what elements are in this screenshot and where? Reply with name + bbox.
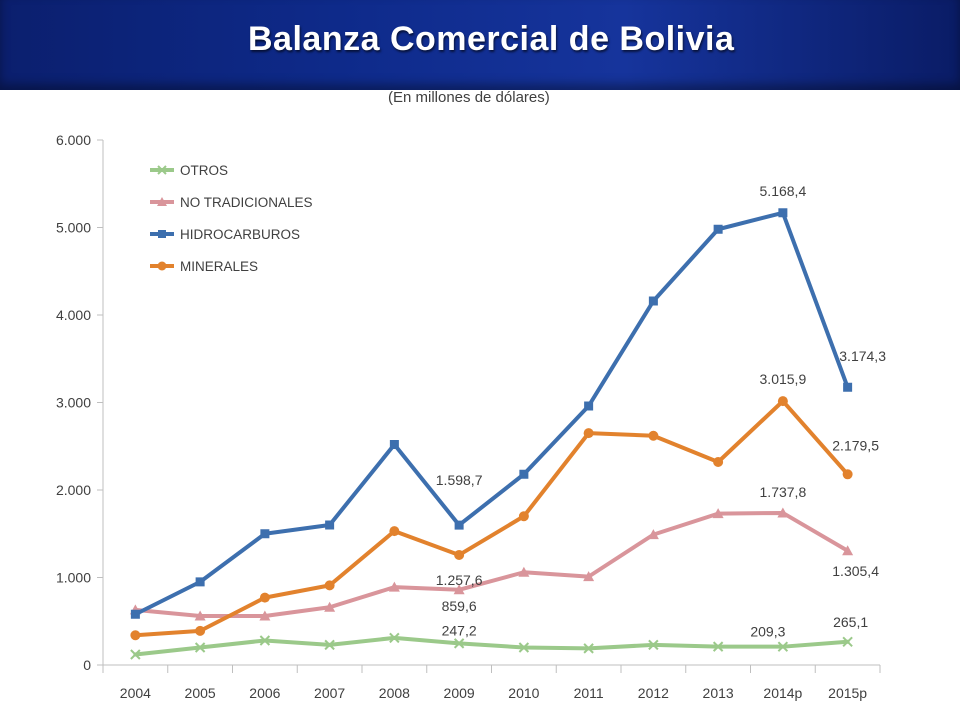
data-point xyxy=(777,641,789,652)
x-tick-label: 2004 xyxy=(120,685,151,701)
y-tick-label: 3.000 xyxy=(56,395,91,411)
x-tick-label: 2009 xyxy=(444,685,475,701)
x-tick-label: 2006 xyxy=(249,685,280,701)
data-point xyxy=(388,581,400,592)
series-line-no-tradicionales xyxy=(133,510,850,618)
legend-label: MINERALES xyxy=(180,259,258,274)
data-point xyxy=(454,520,464,530)
data-point xyxy=(583,643,594,654)
data-label: 3.174,3 xyxy=(839,348,886,364)
data-point xyxy=(195,625,206,636)
data-label: 2.179,5 xyxy=(832,437,879,453)
data-point xyxy=(324,580,335,591)
data-point xyxy=(453,638,465,649)
data-point xyxy=(583,428,594,439)
data-point xyxy=(325,520,335,530)
data-label: 3.015,9 xyxy=(760,371,807,387)
legend-marker xyxy=(157,197,167,206)
data-point xyxy=(778,208,788,218)
data-label: 859,6 xyxy=(442,598,477,614)
legend-label: OTROS xyxy=(180,163,228,178)
x-tick-label: 2005 xyxy=(185,685,216,701)
data-label: 1.305,4 xyxy=(832,563,879,579)
legend-marker xyxy=(158,230,166,238)
data-point xyxy=(713,457,724,467)
data-point xyxy=(648,639,659,651)
data-point xyxy=(518,511,529,522)
x-tick-label: 2010 xyxy=(508,685,539,701)
data-point xyxy=(842,469,853,480)
data-point xyxy=(259,635,271,646)
y-tick-label: 6.000 xyxy=(56,132,91,148)
y-tick-label: 2.000 xyxy=(56,482,91,498)
data-point xyxy=(194,610,206,621)
data-label: 209,3 xyxy=(750,624,785,640)
data-point xyxy=(130,649,141,660)
data-point xyxy=(712,641,724,652)
y-tick-label: 1.000 xyxy=(56,570,91,586)
data-point xyxy=(194,642,206,653)
data-point xyxy=(453,584,465,595)
data-label: 265,1 xyxy=(833,614,868,630)
data-point xyxy=(842,545,854,556)
data-point xyxy=(518,642,530,653)
data-label: 1.257,6 xyxy=(436,572,483,588)
data-point xyxy=(843,382,853,392)
data-point xyxy=(130,609,140,619)
series-line-otros xyxy=(133,635,850,657)
data-point xyxy=(647,529,659,540)
x-tick-label: 2011 xyxy=(574,685,604,701)
legend-marker xyxy=(157,165,167,175)
data-label: 1.737,8 xyxy=(760,484,807,500)
x-tick-label: 2012 xyxy=(638,685,669,701)
data-label: 5.168,4 xyxy=(760,183,807,199)
data-point xyxy=(712,508,724,519)
title-banner: Balanza Comercial de Bolivia xyxy=(0,0,960,90)
data-point xyxy=(648,296,658,306)
data-point xyxy=(259,592,270,603)
data-point xyxy=(583,571,595,582)
data-label: 247,2 xyxy=(442,622,477,638)
data-point xyxy=(518,566,530,577)
y-tick-label: 0 xyxy=(83,657,91,673)
data-point xyxy=(195,577,205,587)
x-tick-label: 2008 xyxy=(379,685,410,701)
legend-label: HIDROCARBUROS xyxy=(180,227,300,242)
data-point xyxy=(259,610,271,621)
data-point xyxy=(777,507,789,518)
series-line-hidrocarburos xyxy=(133,210,850,617)
data-point xyxy=(324,601,336,612)
chart-subtitle: (En millones de dólares) xyxy=(388,89,550,106)
data-point xyxy=(648,430,659,441)
x-tick-label: 2015p xyxy=(828,685,867,701)
legend-label: NO TRADICIONALES xyxy=(180,195,313,210)
legend-marker xyxy=(157,261,167,271)
data-point xyxy=(389,440,399,449)
data-point xyxy=(389,632,400,644)
data-point xyxy=(389,526,400,537)
x-tick-label: 2007 xyxy=(314,685,345,701)
x-tick-label: 2013 xyxy=(703,685,734,701)
x-tick-label: 2014p xyxy=(763,685,802,701)
data-point xyxy=(130,630,141,641)
data-point xyxy=(713,224,723,234)
data-point xyxy=(584,401,594,411)
y-tick-label: 4.000 xyxy=(56,307,91,323)
data-point xyxy=(842,636,853,648)
page-title: Balanza Comercial de Bolivia xyxy=(248,20,735,58)
data-point xyxy=(519,469,529,479)
series-line-minerales xyxy=(133,399,850,638)
data-point xyxy=(777,396,788,407)
y-tick-label: 5.000 xyxy=(56,220,91,236)
data-point xyxy=(260,529,270,539)
data-point xyxy=(324,639,335,651)
data-point xyxy=(454,549,465,560)
data-label: 1.598,7 xyxy=(436,472,483,488)
